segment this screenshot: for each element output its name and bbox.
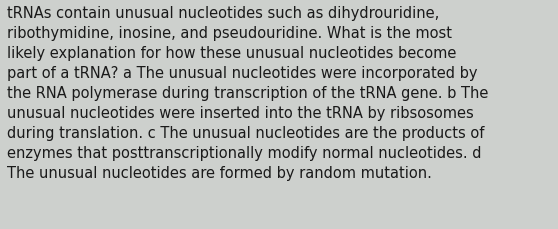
Text: tRNAs contain unusual nucleotides such as dihydrouridine,
ribothymidine, inosine: tRNAs contain unusual nucleotides such a… xyxy=(7,6,489,180)
